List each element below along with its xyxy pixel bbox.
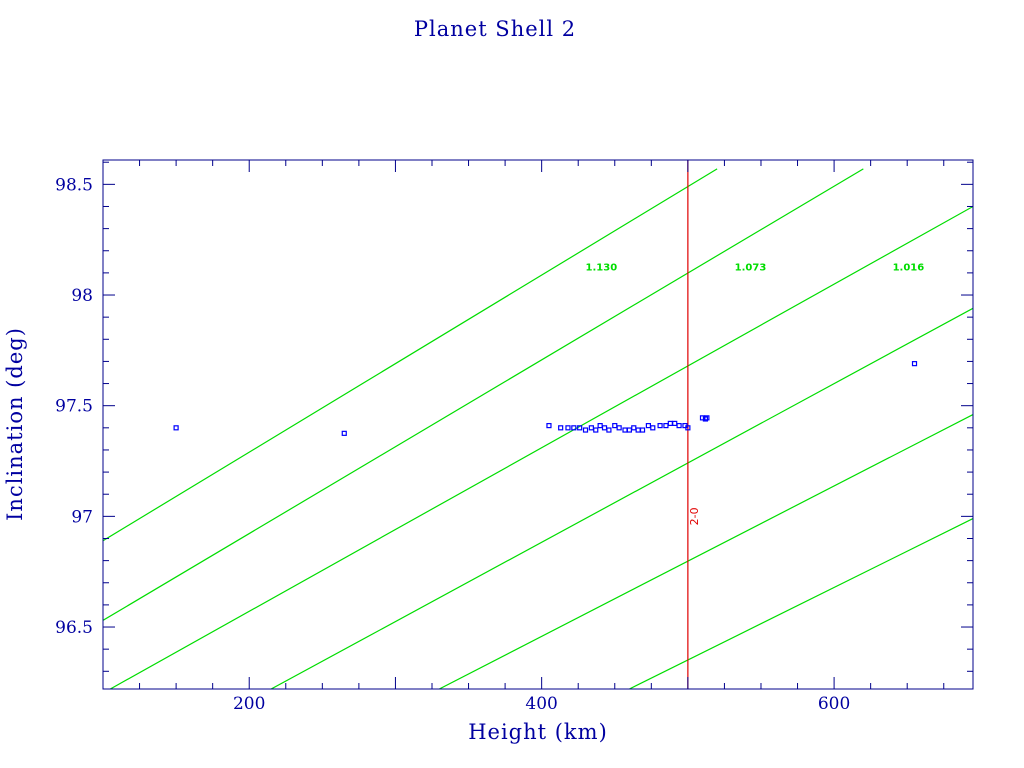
data-point — [627, 428, 631, 432]
guide-line-3 — [110, 206, 973, 689]
data-point — [668, 421, 672, 425]
data-point — [658, 424, 662, 428]
data-point — [623, 428, 627, 432]
guide-lines — [103, 169, 973, 689]
y-axis-label: Inclination (deg) — [3, 327, 27, 521]
guide-line-4 — [271, 308, 973, 689]
data-point — [594, 428, 598, 432]
axis-ticks — [103, 160, 973, 689]
guide-line-label-1: 1.130 — [586, 263, 618, 274]
data-point — [613, 424, 617, 428]
data-point — [589, 426, 593, 430]
data-point — [342, 431, 346, 435]
y-tick-label: 96.5 — [55, 618, 93, 638]
data-point — [547, 424, 551, 428]
y-axis-tick-labels: 96.5 97 97.5 98 98.5 — [55, 175, 93, 638]
y-tick-label: 98 — [71, 286, 93, 306]
y-tick-label: 98.5 — [55, 175, 93, 195]
data-point — [174, 426, 178, 430]
guide-line-labels: 1.130 1.073 1.016 — [586, 263, 925, 274]
plot-area: 1.130 1.073 1.016 2-0 200 400 600 96.5 97 97.5… — [55, 160, 973, 714]
data-point — [584, 428, 588, 432]
data-point — [913, 362, 917, 366]
guide-line-label-2: 1.073 — [735, 263, 767, 274]
data-point — [607, 428, 611, 432]
x-axis-label: Height (km) — [468, 720, 608, 744]
x-tick-label: 200 — [233, 694, 265, 714]
data-point — [673, 421, 677, 425]
guide-line-1 — [103, 169, 717, 541]
plot-frame — [103, 160, 973, 689]
data-point — [651, 426, 655, 430]
data-point — [632, 426, 636, 430]
data-point — [646, 424, 650, 428]
y-tick-label: 97.5 — [55, 397, 93, 417]
data-point — [636, 428, 640, 432]
data-point — [559, 426, 563, 430]
x-axis-tick-labels: 200 400 600 — [233, 694, 850, 714]
data-point — [598, 424, 602, 428]
data-point — [664, 424, 668, 428]
vertical-markers: 2-0 — [688, 160, 701, 689]
data-points — [174, 362, 916, 436]
data-point — [603, 426, 607, 430]
data-point — [641, 428, 645, 432]
data-point — [677, 424, 681, 428]
data-point — [617, 426, 621, 430]
x-tick-label: 400 — [525, 694, 557, 714]
x-tick-label: 600 — [818, 694, 850, 714]
guide-line-6 — [629, 519, 973, 689]
vertical-marker-label: 2-0 — [688, 507, 701, 525]
guide-line-2 — [103, 169, 863, 621]
chart-title: Planet Shell 2 — [414, 17, 576, 41]
y-tick-label: 97 — [71, 507, 93, 527]
guide-line-label-3: 1.016 — [893, 263, 925, 274]
data-point — [566, 426, 570, 430]
guide-line-5 — [439, 415, 973, 689]
